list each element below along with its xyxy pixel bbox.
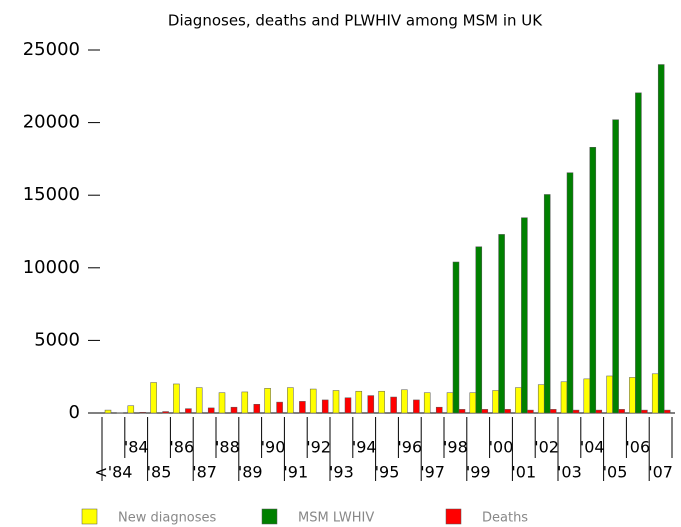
bar (355, 390, 363, 414)
bar (207, 407, 215, 414)
x-tick-label: '84 (124, 438, 149, 457)
bar (344, 397, 352, 414)
x-tick-label: '86 (169, 438, 194, 457)
bar (446, 392, 454, 414)
x-tick-label: '89 (238, 463, 263, 482)
bar (537, 384, 545, 414)
bar (390, 396, 397, 414)
bar (218, 392, 226, 414)
bar (572, 409, 580, 414)
bar (321, 399, 329, 414)
bar (595, 409, 603, 414)
x-tick-label: '06 (625, 438, 650, 457)
bar (378, 390, 385, 414)
x-tick-label: '00 (489, 438, 514, 457)
bar (162, 411, 169, 414)
bar (475, 246, 483, 414)
x-tick-label: '04 (580, 438, 605, 457)
legend-label: MSM LWHIV (298, 511, 374, 526)
bar (230, 406, 238, 414)
bar (367, 395, 375, 414)
y-tick-label: 20000 (23, 112, 80, 133)
legend-label: New diagnoses (118, 511, 217, 526)
bar (423, 392, 431, 414)
x-tick-label: '88 (215, 438, 240, 457)
bar (527, 409, 534, 414)
bar (104, 409, 112, 414)
bar (299, 401, 306, 414)
bar (549, 409, 557, 414)
x-tick-label: '99 (466, 463, 491, 482)
x-tick-label: '95 (375, 463, 400, 482)
y-tick-label: 5000 (34, 329, 80, 350)
bar (515, 387, 522, 414)
bar (253, 404, 261, 414)
bar (657, 64, 665, 414)
bar (618, 409, 625, 414)
y-tick-label: 15000 (23, 184, 80, 205)
chart-title: Diagnoses, deaths and PLWHIV among MSM i… (168, 12, 543, 30)
bar (589, 147, 597, 414)
bar (612, 119, 619, 414)
bar (560, 381, 568, 414)
legend-swatch (261, 508, 278, 525)
x-tick-label: '96 (397, 438, 422, 457)
legend-swatch (445, 508, 462, 525)
x-tick-label: '93 (329, 463, 354, 482)
y-tick-label: 25000 (23, 39, 80, 60)
bar (401, 389, 408, 414)
x-tick-label: '85 (147, 463, 172, 482)
bar (413, 399, 420, 414)
x-tick-label: '07 (648, 463, 673, 482)
bar (566, 172, 574, 414)
bar (264, 388, 271, 414)
bar (139, 412, 147, 414)
bar (435, 406, 443, 414)
bar (195, 387, 203, 414)
x-tick-label: '01 (511, 463, 536, 482)
bar (452, 261, 460, 414)
bar (663, 409, 671, 414)
bar (185, 408, 192, 414)
bar (469, 392, 477, 414)
legend-label: Deaths (482, 511, 528, 526)
x-tick-label: '92 (306, 438, 331, 457)
bar (332, 390, 340, 414)
bar (651, 373, 659, 414)
x-tick-label: '97 (420, 463, 445, 482)
bar (150, 382, 157, 414)
bar (127, 405, 135, 414)
x-tick-label: '94 (352, 438, 377, 457)
bar (492, 390, 499, 414)
x-tick-label: '90 (261, 438, 286, 457)
x-tick-label: <'84 (94, 463, 132, 482)
x-tick-label: '91 (283, 463, 308, 482)
bar (481, 409, 489, 414)
bar (504, 409, 511, 414)
bar (458, 409, 466, 414)
bar (635, 92, 642, 414)
bar (543, 194, 551, 414)
bar (641, 409, 648, 414)
legend-swatch (81, 508, 98, 525)
bar (606, 375, 613, 414)
bar (583, 378, 591, 414)
x-tick-label: '87 (192, 463, 217, 482)
y-tick-label: 10000 (23, 257, 80, 278)
x-tick-label: '98 (443, 438, 468, 457)
bar (629, 377, 636, 414)
bar (241, 391, 249, 414)
y-tick-label: 0 (69, 402, 80, 423)
bar (498, 234, 505, 414)
x-tick-label: '02 (534, 438, 559, 457)
x-tick-label: '05 (603, 463, 628, 482)
bar (173, 383, 180, 414)
bar (287, 387, 294, 414)
bar (309, 388, 317, 414)
bar (521, 217, 528, 414)
x-tick-label: '03 (557, 463, 582, 482)
bar (276, 401, 283, 414)
